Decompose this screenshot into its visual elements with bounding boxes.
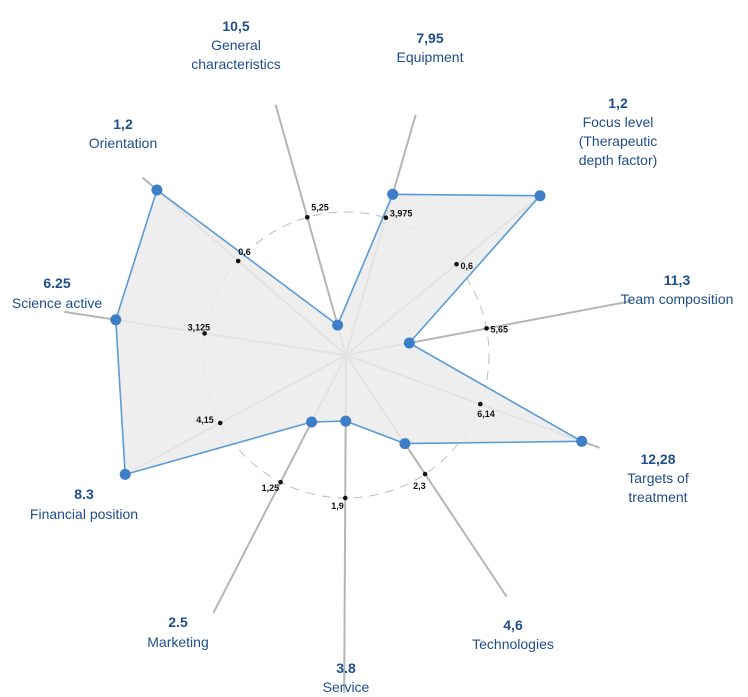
axis-name-label: Marketing [147, 634, 208, 650]
data-point [403, 337, 415, 349]
axis-name-label: General [211, 37, 261, 53]
data-point [306, 416, 318, 428]
midpoint-label: 0,6 [238, 247, 251, 257]
data-area [115, 189, 583, 476]
axis-line [274, 104, 347, 356]
axis-name-label: depth factor) [579, 152, 658, 168]
axis-name-label: Technologies [472, 636, 554, 652]
axis-name-label: characteristics [191, 56, 280, 72]
axis-max-label: 6.25 [43, 275, 70, 291]
midpoint-label: 1,9 [331, 501, 344, 511]
midpoint-marker [478, 401, 483, 407]
midpoint-marker [217, 420, 223, 426]
midpoint-label: 1,25 [262, 483, 280, 493]
midpoint-label: 3,975 [390, 209, 413, 219]
axis-max-label: 1,2 [608, 95, 628, 111]
axis-max-label: 10,5 [222, 18, 249, 34]
axis-name-label: Service [323, 679, 370, 695]
data-points [110, 184, 588, 480]
midpoint-marker [202, 331, 207, 336]
data-point [332, 319, 344, 331]
midpoint-label: 0,6 [461, 261, 474, 271]
midpoint-marker [278, 479, 283, 485]
midpoint-marker [484, 326, 489, 331]
axis-max-label: 8.3 [74, 486, 94, 502]
data-point [119, 468, 131, 480]
data-point [110, 314, 122, 326]
axis-name-label: (Therapeutic [579, 133, 658, 149]
data-point [151, 184, 163, 196]
axis-name-label: Focus level [583, 114, 654, 130]
axis-max-label: 12,28 [640, 451, 675, 467]
axis-name-label: Equipment [397, 49, 464, 65]
axis-name-label: treatment [628, 489, 687, 505]
data-point [576, 435, 588, 447]
axis-name-label: Targets of [627, 470, 689, 486]
data-point [340, 415, 352, 427]
midpoint-label: 2,3 [413, 481, 426, 491]
axis-name-label: Financial position [30, 506, 138, 522]
midpoint-label: 3,125 [188, 322, 211, 332]
data-point [399, 438, 411, 450]
axis-name-label: Orientation [89, 135, 157, 151]
axis-max-label: 7,95 [416, 30, 443, 46]
midpoint-marker [235, 258, 241, 264]
midpoint-label: 5,25 [311, 202, 329, 212]
midpoint-label: 5,65 [491, 324, 509, 334]
axis-max-label: 3.8 [336, 660, 356, 676]
midpoint-label: 4,15 [196, 415, 214, 425]
axis-max-label: 11,3 [664, 272, 691, 288]
midpoint-marker [305, 215, 310, 220]
axis-name-label: Science active [12, 295, 102, 311]
midpoint-marker [422, 471, 428, 477]
midpoint-label: 6,14 [477, 409, 495, 419]
axis-labels: 10,5 General characteristics 7,95 Equipment 1… [12, 18, 734, 695]
axis-max-label: 2.5 [168, 614, 188, 630]
axis-name-label: Team composition [621, 291, 734, 307]
midpoint-marker [454, 261, 459, 267]
data-point [534, 190, 546, 202]
axis-max-label: 1,2 [113, 116, 133, 132]
midpoint-marker [383, 215, 389, 220]
midpoint-marker [343, 495, 348, 501]
data-point [387, 188, 399, 200]
midpoint-markers: 5,25 3,975 0,6 5,65 6,14 2,3 1,9 1,25 4,15 3,125 0… [188, 202, 508, 511]
axis-max-label: 4,6 [503, 617, 523, 633]
